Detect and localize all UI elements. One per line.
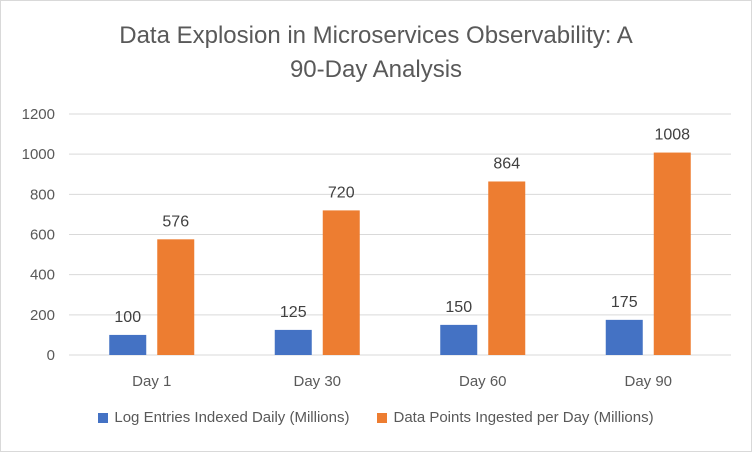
bar-data-points-day-60: [488, 181, 526, 355]
legend-item-log-entries: Log Entries Indexed Daily (Millions): [98, 409, 349, 426]
y-tick-label-1200: 1200: [22, 106, 55, 123]
y-tick-label-400: 400: [30, 267, 55, 284]
bar-data-points-day-90: [653, 152, 691, 355]
data-label-data-points-day-1: 576: [162, 213, 189, 230]
legend-swatch-data-points: [377, 412, 388, 423]
y-tick-label-200: 200: [30, 307, 55, 324]
x-tick-label-day-30: Day 30: [293, 373, 341, 390]
data-label-log-entries-day-1: 100: [114, 309, 141, 326]
data-label-data-points-day-30: 720: [328, 184, 355, 201]
data-label-data-points-day-90: 1008: [654, 127, 690, 144]
bar-data-points-day-30: [322, 210, 360, 355]
chart-title-line-1: Data Explosion in Microservices Observab…: [119, 22, 633, 49]
data-label-data-points-day-60: 864: [493, 155, 520, 172]
x-tick-label-day-90: Day 90: [624, 373, 672, 390]
legend-swatch-log-entries: [98, 412, 109, 423]
x-tick-label-day-1: Day 1: [132, 373, 171, 390]
data-label-log-entries-day-90: 175: [611, 294, 638, 311]
bar-log-entries-day-90: [605, 319, 643, 355]
bar-log-entries-day-30: [274, 329, 312, 355]
x-tick-label-day-60: Day 60: [459, 373, 507, 390]
legend: Log Entries Indexed Daily (Millions) Dat…: [1, 409, 751, 426]
y-tick-label-1000: 1000: [22, 146, 55, 163]
bar-log-entries-day-1: [109, 334, 147, 355]
data-label-log-entries-day-60: 150: [445, 299, 472, 316]
y-tick-label-600: 600: [30, 227, 55, 244]
legend-label-log-entries: Log Entries Indexed Daily (Millions): [114, 409, 350, 426]
data-label-log-entries-day-30: 125: [280, 304, 307, 321]
y-tick-label-800: 800: [30, 186, 55, 203]
legend-label-data-points: Data Points Ingested per Day (Millions): [393, 409, 654, 426]
chart-title: Data Explosion in Microservices Observab…: [1, 19, 751, 87]
y-tick-label-0: 0: [47, 347, 55, 364]
chart-title-line-2: 90-Day Analysis: [289, 56, 463, 83]
legend-item-data-points: Data Points Ingested per Day (Millions): [377, 409, 654, 426]
bar-log-entries-day-60: [440, 324, 478, 355]
bar-data-points-day-1: [157, 239, 195, 355]
